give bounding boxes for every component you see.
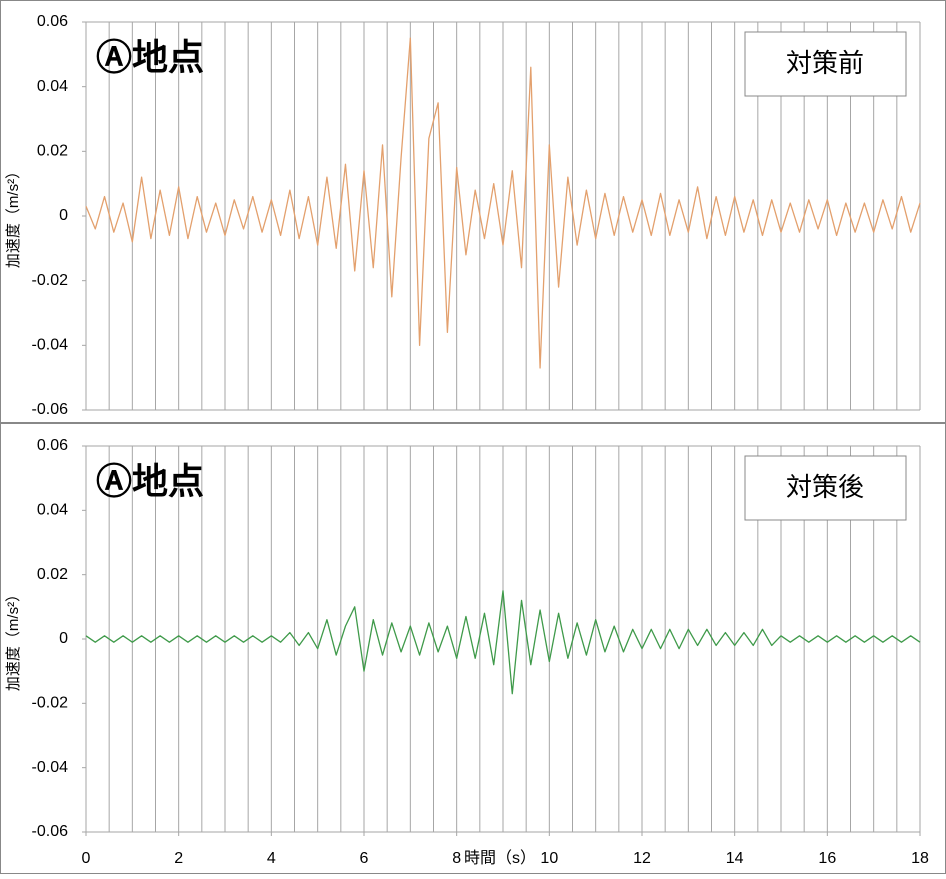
- x-tick-label: 4: [267, 850, 276, 867]
- x-tick-label: 0: [82, 850, 91, 867]
- y-tick-label: -0.04: [32, 337, 69, 354]
- y-axis-label: 加速度（m/s²）: [5, 587, 22, 691]
- condition-label: 対策後: [786, 472, 864, 502]
- y-tick-label: -0.06: [32, 401, 69, 418]
- x-tick-label: 10: [540, 850, 558, 867]
- signal-line: [85, 590, 921, 695]
- x-tick-label: 14: [726, 850, 744, 867]
- y-tick-label: 0.06: [37, 13, 68, 30]
- annotation: Ⓐ地点: [96, 37, 204, 78]
- y-tick-label: -0.02: [32, 695, 69, 712]
- y-tick-label: -0.02: [32, 272, 69, 289]
- x-tick-label: 8: [452, 850, 461, 867]
- y-axis-label: 加速度（m/s²）: [5, 164, 22, 268]
- y-tick-label: -0.04: [32, 759, 69, 776]
- y-tick-label: 0.02: [37, 143, 68, 160]
- x-tick-label: 2: [174, 850, 183, 867]
- y-tick-label: 0.04: [37, 78, 68, 95]
- label-box: [744, 31, 907, 97]
- annotation: Ⓐ地点: [96, 461, 204, 502]
- x-tick-label: 18: [911, 850, 929, 867]
- y-tick-label: 0.04: [37, 502, 68, 519]
- x-tick-label: 12: [633, 850, 651, 867]
- y-tick-label: 0: [59, 207, 68, 224]
- x-tick-label: 16: [818, 850, 836, 867]
- signal-line: [85, 37, 921, 369]
- y-tick-label: 0.06: [37, 437, 68, 454]
- label-box: [744, 455, 907, 521]
- y-tick-label: 0.02: [37, 566, 68, 583]
- x-tick-label: 6: [360, 850, 369, 867]
- y-tick-label: -0.06: [32, 823, 69, 840]
- x-axis-label: 時間（s）: [464, 849, 536, 867]
- y-tick-label: 0: [59, 630, 68, 647]
- condition-label: 対策前: [786, 48, 864, 78]
